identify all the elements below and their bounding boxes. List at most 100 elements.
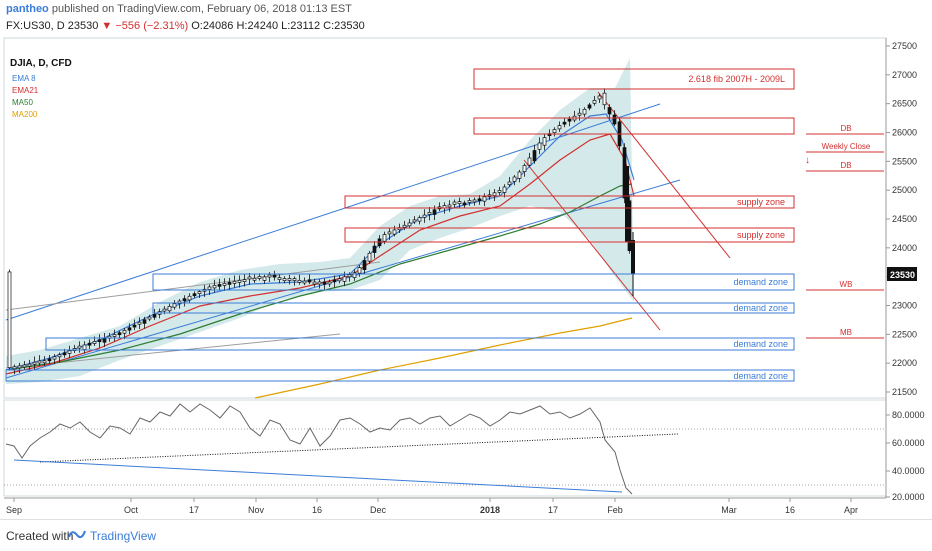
demand-zone-box-1[interactable]: [152, 273, 795, 291]
candle-body: [277, 277, 282, 280]
candle-body: [462, 202, 467, 206]
candle-body: [602, 92, 607, 106]
demand-zone-box-4[interactable]: [5, 369, 795, 382]
candle-body: [597, 95, 602, 100]
candle-body: [272, 274, 277, 278]
candle-body: [352, 272, 357, 278]
candle-body: [422, 214, 427, 218]
time-tick-label: 16: [312, 505, 322, 515]
candle-body: [362, 260, 367, 270]
candle-body: [32, 361, 37, 365]
rsi-tick-label: 80.0000: [892, 410, 925, 420]
candle-body: [117, 332, 122, 336]
demand-zone-box-3[interactable]: [45, 337, 795, 351]
price-tick-label: 26000: [892, 128, 917, 138]
supply-zone-box-1[interactable]: [344, 195, 795, 209]
candle-body: [67, 350, 72, 354]
candle-body: [357, 267, 362, 274]
candle-body: [252, 277, 257, 281]
supply-zone-top-box[interactable]: [473, 117, 795, 135]
time-axis[interactable]: Sep Oct 17 Nov 16 Dec 2018 17 Feb Mar 16 Apr: [6, 498, 858, 515]
price-tick-label: 27000: [892, 70, 917, 80]
candle-body: [317, 281, 322, 285]
supply-zone-box-2[interactable]: [344, 227, 795, 243]
candle-body: [577, 112, 582, 116]
candle-body: [262, 276, 267, 281]
candle-body: [172, 303, 177, 308]
fib-zone-box[interactable]: [473, 68, 795, 90]
candle-body: [562, 121, 567, 125]
candle-body: [407, 222, 412, 227]
candle-body: [237, 280, 242, 283]
candle-body: [392, 229, 397, 235]
candle-body: [512, 176, 517, 182]
candle-body: [97, 339, 102, 343]
candle-body: [17, 365, 22, 369]
tradingview-brand[interactable]: TradingView: [90, 529, 157, 543]
price-axis[interactable]: 27500 27000 26500 26000 25500 25000 24500 24000…: [886, 41, 917, 397]
candle-body: [82, 344, 87, 350]
price-tick-label: 21500: [892, 387, 917, 397]
down-arrow-icon: ▼: [101, 20, 113, 32]
candle-body: [312, 281, 317, 285]
mb-level-label: MB: [840, 328, 852, 337]
price-tick-label: 24500: [892, 214, 917, 224]
candle-body: [142, 319, 147, 324]
grey-trendline-1: [5, 261, 381, 311]
demand-zone-box-2[interactable]: [152, 302, 795, 314]
chart-header: pantheo published on TradingView.com, Fe…: [0, 0, 932, 36]
wb-level-label: WB: [840, 280, 853, 289]
candle-body: [222, 283, 227, 286]
candle-body: [502, 186, 507, 193]
candle-body: [567, 118, 572, 122]
candle-body: [342, 276, 347, 282]
rsi-line: [5, 403, 633, 495]
candle-body: [542, 137, 547, 146]
high-value: H:24240: [236, 20, 279, 32]
legend-ema8: EMA 8: [12, 74, 36, 83]
ema8-line: [5, 113, 635, 371]
supply-zone-label-2: supply zone: [737, 230, 785, 240]
candle-body: [62, 352, 67, 356]
candle-body: [557, 125, 562, 130]
candle-body: [322, 281, 327, 285]
supply-zone-label-1: supply zone: [737, 197, 785, 207]
candle-body: [42, 360, 47, 364]
candle-body: [447, 204, 452, 208]
grey-trendline-2: [5, 333, 341, 369]
candle-body: [132, 324, 137, 328]
candle-body: [472, 199, 477, 203]
candle-body: [492, 192, 497, 196]
price-tick-label: 24000: [892, 243, 917, 253]
rsi-pane[interactable]: [3, 399, 887, 497]
price-tick-label: 22500: [892, 329, 917, 339]
candle-body: [307, 279, 312, 283]
last-price-label: 23530: [890, 270, 915, 280]
time-tick-label: Mar: [721, 505, 737, 515]
low-value: L:23112: [281, 20, 321, 32]
candle-body: [102, 337, 107, 343]
price-tick-label: 23000: [892, 301, 917, 311]
candle-body: [452, 201, 457, 205]
publish-line: pantheo published on TradingView.com, Fe…: [6, 3, 352, 15]
candle-body: [457, 201, 462, 204]
time-tick-label: Nov: [248, 505, 265, 515]
candle-body: [327, 281, 332, 285]
ma50-line: [5, 183, 633, 371]
time-tick-label: Feb: [607, 505, 623, 515]
price-chart[interactable]: 2.618 fib 2007H - 2009L supply zone supp…: [0, 0, 932, 520]
chart-title: DJIA, D, CFD: [10, 58, 72, 69]
publish-info: published on TradingView.com, February 0…: [51, 3, 352, 15]
candle-body: [242, 279, 247, 282]
candle-body: [607, 107, 612, 115]
rsi-tick-label: 40.0000: [892, 466, 925, 476]
rsi-divergence-line: [13, 459, 623, 493]
upper-channel-line: [5, 103, 661, 321]
footer: Created with TradingView: [0, 519, 932, 551]
candle-body: [27, 363, 32, 367]
candle-body: [12, 366, 17, 370]
candle-body: [47, 358, 52, 362]
candle-body: [87, 342, 92, 346]
candle-body: [162, 308, 167, 312]
author-name[interactable]: pantheo: [6, 3, 49, 15]
